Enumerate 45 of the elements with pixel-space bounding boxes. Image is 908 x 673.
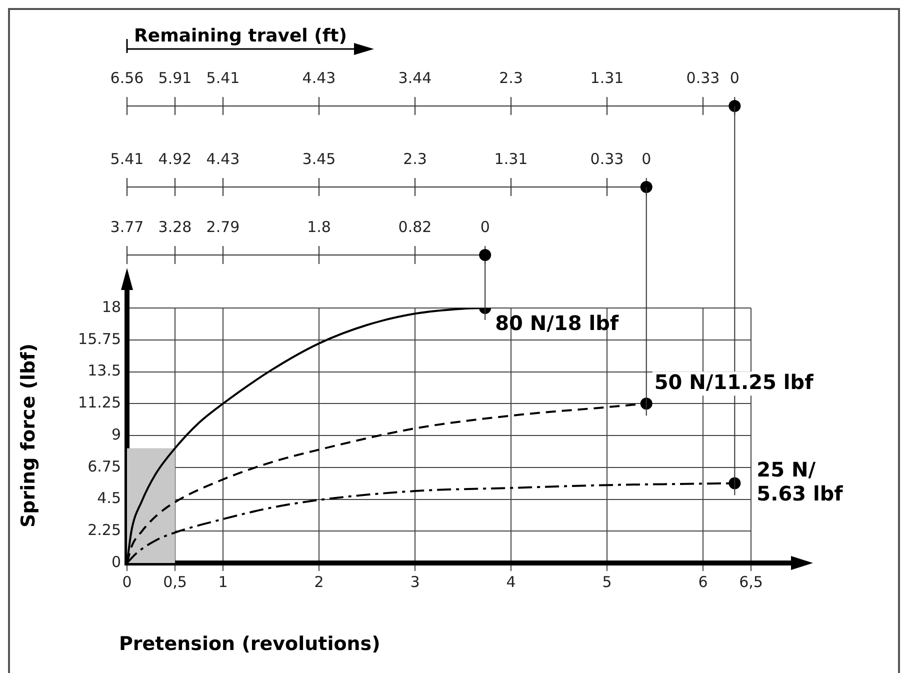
annotation: 2.3 <box>499 69 523 87</box>
annotation: 0.33 <box>686 69 720 87</box>
y-axis-title: Spring force (lbf) <box>17 343 40 528</box>
annotation: 3.28 <box>158 218 192 236</box>
annotation: 4.92 <box>158 150 192 168</box>
annotation: 0 <box>480 218 490 236</box>
x-tick-label: 4 <box>506 572 516 591</box>
annotation: 4.43 <box>302 69 336 87</box>
annotation: 3.44 <box>398 69 432 87</box>
annotation: 5.91 <box>158 69 192 87</box>
x-axis-title: Pretension (revolutions) <box>119 632 380 655</box>
annotation: 3.45 <box>302 150 336 168</box>
annotation: 2.79 <box>206 218 240 236</box>
x-tick-label: 2 <box>314 572 324 591</box>
text: Remaining travel (ft) <box>134 26 347 47</box>
x-tick-label: 6,5 <box>739 572 763 591</box>
x-tick-label: 3 <box>410 572 420 591</box>
annotation: 4.43 <box>206 150 240 168</box>
annotation: 0.82 <box>398 218 432 236</box>
annotation: 1.31 <box>494 150 528 168</box>
x-tick-label: 5 <box>602 572 612 591</box>
y-tick-label: 6.75 <box>88 457 121 476</box>
x-tick-label: 1 <box>218 572 228 591</box>
y-tick-label: 13.5 <box>88 362 121 380</box>
y-tick-label: 2.25 <box>88 521 121 540</box>
annotation: 6.56 <box>110 69 144 87</box>
y-tick-label: 15.75 <box>78 330 121 348</box>
annotation: 5.41 <box>206 69 240 87</box>
y-tick-label: 18 <box>102 298 121 316</box>
y-tick-label: 9 <box>111 425 121 444</box>
series-label: 50 N/11.25 lbf <box>654 370 814 394</box>
x-tick-label: 6 <box>698 572 708 591</box>
y-tick-label: 4.5 <box>97 489 121 508</box>
annotation: 1.31 <box>590 69 624 87</box>
annotation: 0 <box>642 150 652 168</box>
series-label: 25 N/ 5.63 lbf <box>756 457 844 506</box>
annotation: 0 <box>730 69 740 87</box>
annotation: 2.3 <box>403 150 427 168</box>
x-tick-label: 0,5 <box>163 572 187 591</box>
annotation: 5.41 <box>110 150 144 168</box>
annotation: 1.8 <box>307 218 331 236</box>
y-tick-label: 0 <box>111 552 121 571</box>
annotation: 0.33 <box>590 150 624 168</box>
y-tick-label: 11.25 <box>78 394 121 412</box>
annotation: 3.77 <box>110 218 144 236</box>
